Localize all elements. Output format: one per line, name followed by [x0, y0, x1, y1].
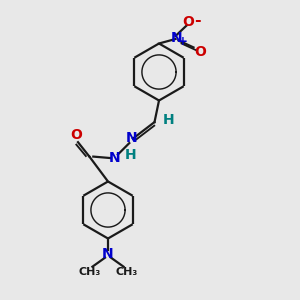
Text: O: O	[70, 128, 83, 142]
Text: O: O	[182, 16, 194, 29]
Text: +: +	[178, 35, 188, 48]
Text: -: -	[194, 13, 201, 28]
Text: N: N	[126, 131, 137, 145]
Text: H: H	[163, 113, 175, 127]
Text: N: N	[109, 151, 121, 165]
Text: N: N	[171, 31, 182, 45]
Text: O: O	[194, 45, 206, 59]
Text: H: H	[125, 148, 136, 162]
Text: N: N	[102, 247, 114, 260]
Text: CH₃: CH₃	[78, 267, 100, 277]
Text: CH₃: CH₃	[116, 267, 138, 277]
